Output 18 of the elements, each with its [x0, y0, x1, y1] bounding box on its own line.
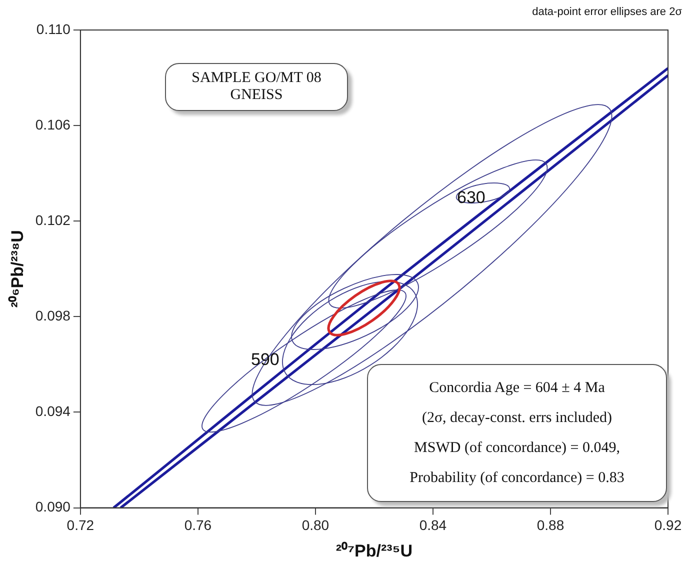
y-tick-label: 0.102	[35, 212, 71, 228]
y-tick-label: 0.094	[35, 403, 71, 420]
x-tick-label: 0.88	[536, 517, 564, 534]
x-tick-label: 0.72	[66, 517, 94, 534]
x-axis-title: ²⁰⁷Pb/²³⁵U	[336, 541, 413, 560]
x-tick-label: 0.76	[184, 517, 212, 534]
text: data-point error ellipses are 2σ	[532, 6, 682, 18]
y-tick-label: 0.110	[36, 20, 71, 37]
y-axis-title: ²⁰⁶Pb/²³⁸U	[8, 230, 27, 308]
y-tick-label: 0.098	[35, 308, 71, 324]
annotation: 630	[457, 188, 486, 208]
y-tick-label: 0.090	[35, 498, 71, 515]
text-box: SAMPLE GO/MT 08 GNEISS	[165, 63, 348, 111]
x-tick-label: 0.80	[302, 517, 330, 534]
y-tick-label: 0.106	[35, 116, 71, 132]
x-tick-label: 0.84	[419, 517, 447, 534]
x-tick-label: 0.92	[654, 517, 682, 534]
text-box: Concordia Age = 604 ± 4 Ma (2σ, decay-const. errs included) MSWD (of concordance) = 0.049, Probability (of concordance) = 0.83	[367, 364, 667, 502]
